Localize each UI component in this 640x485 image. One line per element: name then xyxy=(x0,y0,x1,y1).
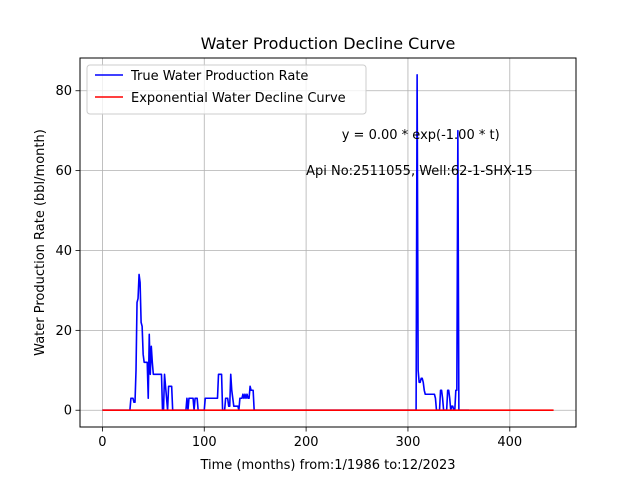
annotation-well-info: Api No:2511055, Well:62-1-SHX-15 xyxy=(306,164,533,179)
series-layer xyxy=(102,73,554,412)
legend-label-true-rate: True Water Production Rate xyxy=(130,69,308,84)
chart-title: Water Production Decline Curve xyxy=(201,34,456,53)
x-tick-label: 100 xyxy=(192,435,217,450)
axis-ticks: 0 100 200 300 400 0 20 40 60 80 xyxy=(55,84,522,450)
x-axis-label: Time (months) from:1/1986 to:12/2023 xyxy=(199,458,455,473)
y-tick-label: 20 xyxy=(55,324,72,339)
y-axis-label: Water Production Rate (bbl/month) xyxy=(33,129,48,356)
x-tick-label: 300 xyxy=(396,435,421,450)
legend-label-decline-curve: Exponential Water Decline Curve xyxy=(131,91,346,106)
annotations: y = 0.00 * exp(-1.00 * t) Api No:2511055,… xyxy=(306,128,533,179)
y-tick-label: 40 xyxy=(55,244,72,259)
x-tick-label: 200 xyxy=(294,435,319,450)
legend: True Water Production Rate Exponential W… xyxy=(86,64,367,115)
annotation-equation: y = 0.00 * exp(-1.00 * t) xyxy=(342,128,500,143)
y-tick-label: 0 xyxy=(64,404,72,419)
plot-frame xyxy=(79,57,577,428)
x-tick-label: 0 xyxy=(98,435,106,450)
legend-frame xyxy=(86,64,367,115)
y-tick-label: 80 xyxy=(55,84,72,99)
y-tick-label: 60 xyxy=(55,164,72,179)
x-tick-label: 400 xyxy=(497,435,522,450)
